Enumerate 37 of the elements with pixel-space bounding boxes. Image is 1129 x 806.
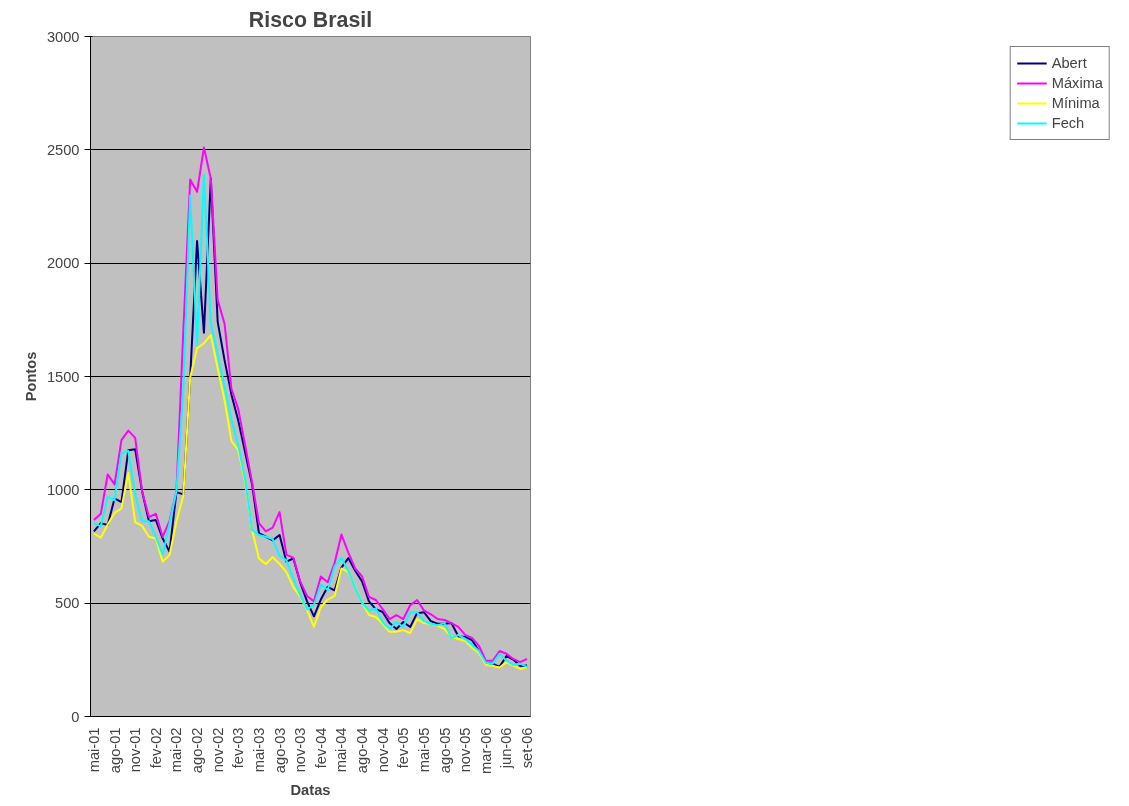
x-tick-label: mai-04: [333, 727, 350, 773]
x-tick-label: ago-05: [436, 727, 453, 774]
y-tick-label: 500: [55, 595, 80, 612]
legend-label: Fech: [1051, 115, 1085, 131]
x-tick-label: set-06: [519, 727, 536, 769]
x-tick-label: mai-02: [168, 727, 185, 773]
y-tick-label: 0: [71, 708, 80, 725]
y-tick-label: 2000: [46, 255, 80, 272]
x-axis-title: Datas: [290, 781, 331, 798]
x-tick-label: fev-02: [147, 727, 164, 769]
y-tick-label: 1500: [46, 368, 80, 385]
x-tick-label: ago-04: [354, 727, 371, 774]
x-tick-label: nov-04: [374, 727, 391, 773]
x-tick-label: fev-04: [312, 727, 329, 769]
x-tick-label: nov-01: [127, 727, 144, 773]
x-tick-label: nov-05: [457, 727, 474, 773]
x-tick-label: fev-03: [230, 727, 247, 769]
x-tick-label: nov-03: [292, 727, 309, 773]
x-tick-label: fev-05: [395, 727, 412, 769]
x-tick-label: mai-03: [250, 727, 267, 773]
y-axis-title: Pontos: [22, 351, 39, 402]
x-tick-label: mar-06: [477, 727, 494, 774]
y-tick-label: 2500: [46, 141, 80, 158]
x-tick-label: mai-01: [85, 727, 102, 773]
chart-title: Risco Brasil: [248, 7, 373, 32]
legend-label: Mínima: [1051, 95, 1100, 111]
x-tick-label: ago-02: [189, 727, 206, 774]
x-tick-label: ago-01: [106, 727, 123, 774]
line-series: [92, 334, 529, 670]
y-tick-label: 3000: [46, 28, 80, 45]
legend-label: Máxima: [1051, 75, 1103, 91]
x-tick-label: ago-03: [271, 727, 288, 774]
legend-label: Abert: [1051, 55, 1087, 71]
x-tick-label: jun-06: [498, 727, 515, 770]
y-tick-label: 1000: [46, 481, 80, 498]
x-tick-label: nov-02: [209, 727, 226, 773]
x-tick-label: mai-05: [415, 727, 432, 773]
